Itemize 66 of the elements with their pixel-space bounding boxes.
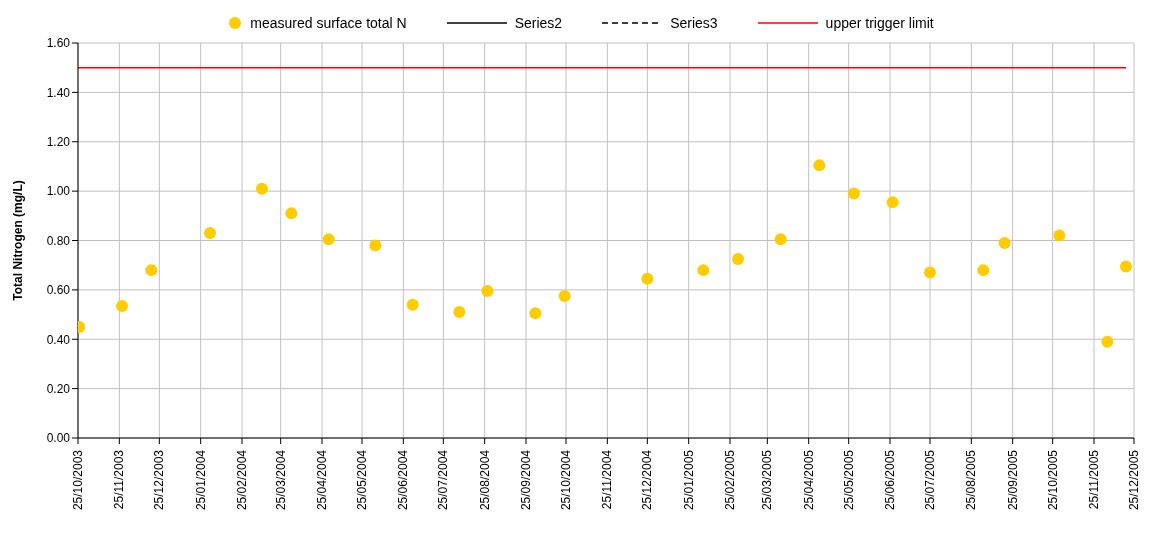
legend-label: measured surface total N — [250, 15, 407, 31]
y-tick-label: 0.00 — [46, 431, 71, 446]
x-tick-label: 25/11/2003 — [112, 449, 127, 510]
y-tick-label: 1.60 — [46, 36, 71, 51]
x-tick-label: 25/02/2004 — [235, 449, 249, 511]
point — [116, 299, 128, 312]
point — [256, 182, 268, 195]
point — [697, 264, 710, 277]
x-tick-label: 25/06/2004 — [396, 449, 411, 511]
point — [285, 207, 298, 220]
legend-label: Series2 — [514, 15, 563, 31]
point — [529, 307, 542, 320]
x-tick-label: 25/03/2005 — [760, 449, 775, 511]
x-tick-label: 25/06/2005 — [883, 449, 897, 511]
x-tick-label: 25/12/2003 — [152, 449, 167, 511]
point — [204, 227, 216, 240]
x-tick-label: 25/03/2004 — [273, 449, 288, 511]
point — [1053, 229, 1066, 242]
point — [732, 253, 744, 266]
y-tick-label: 1.40 — [46, 85, 71, 100]
point — [453, 306, 466, 319]
point — [848, 187, 860, 200]
x-tick-label: 25/01/2004 — [193, 449, 208, 511]
x-tick-label: 25/10/2004 — [559, 449, 573, 511]
y-axis-title: Total Nitrogen (mg/L) — [11, 180, 26, 301]
point — [774, 233, 787, 246]
x-tick-label: 25/02/2005 — [723, 449, 737, 511]
point — [406, 298, 419, 311]
x-tick-label: 25/07/2005 — [923, 449, 937, 511]
x-tick-label: 25/01/2005 — [681, 449, 696, 511]
y-tick-label: 1.00 — [46, 184, 71, 199]
y-tick-label: 0.20 — [46, 381, 71, 396]
x-tick-label: 25/10/2003 — [71, 449, 85, 511]
x-tick-label: 25/05/2005 — [841, 449, 856, 511]
x-tick-label: 25/07/2004 — [436, 449, 451, 511]
x-tick-label: 25/04/2004 — [315, 449, 329, 511]
x-tick-label: 25/11/2005 — [1087, 449, 1101, 510]
x-tick-label: 25/11/2004 — [600, 449, 615, 510]
point — [813, 159, 826, 172]
point — [369, 239, 382, 252]
x-tick-label: 25/04/2005 — [801, 449, 816, 511]
point — [1101, 335, 1114, 348]
legend-label: Series3 — [670, 15, 718, 31]
x-tick-label: 25/08/2004 — [477, 449, 492, 511]
point — [145, 264, 158, 277]
y-tick-label: 1.20 — [46, 135, 71, 150]
point — [998, 236, 1011, 249]
x-tick-label: 25/09/2005 — [1005, 449, 1020, 511]
point — [322, 233, 335, 246]
x-tick-label: 25/08/2005 — [964, 449, 979, 511]
point — [641, 272, 654, 285]
x-tick-label: 25/12/2004 — [640, 449, 655, 511]
point — [886, 196, 899, 209]
point — [481, 285, 494, 298]
y-tick-label: 0.40 — [46, 332, 71, 347]
point — [1120, 260, 1132, 273]
point — [558, 290, 571, 303]
y-tick-label: 0.60 — [46, 283, 71, 298]
x-tick-label: 25/12/2005 — [1127, 449, 1141, 511]
point — [977, 264, 990, 277]
y-tick-label: 0.80 — [46, 233, 71, 248]
x-tick-label: 25/05/2004 — [355, 449, 369, 511]
x-tick-label: 25/09/2004 — [519, 449, 533, 511]
legend-label: upper trigger limit — [825, 15, 934, 31]
x-tick-label: 25/10/2005 — [1045, 449, 1060, 511]
point — [924, 266, 936, 279]
